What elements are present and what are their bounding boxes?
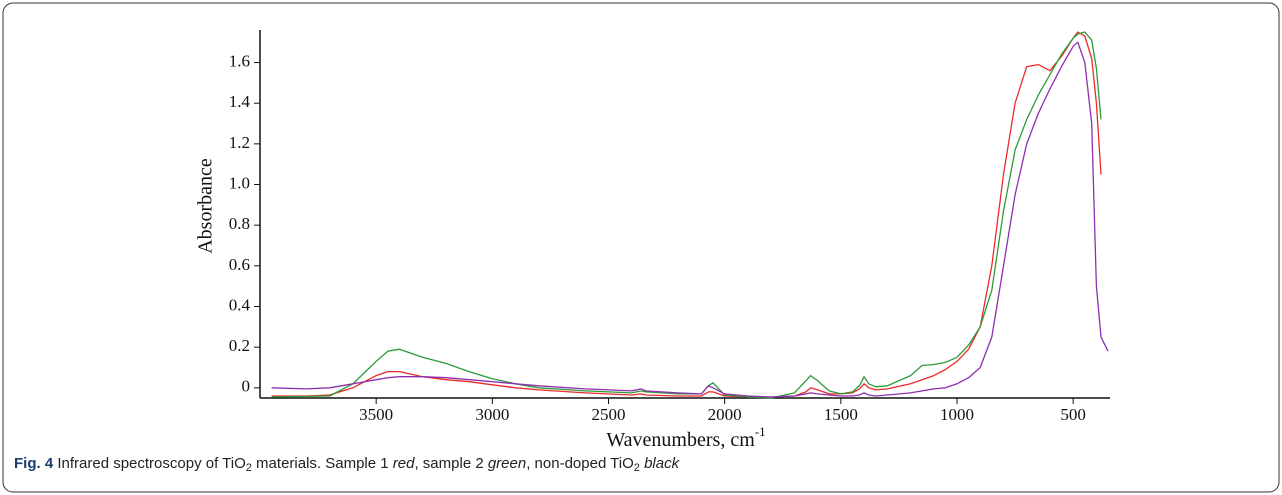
caption-text: materials. Sample 1 <box>252 455 393 472</box>
caption-italic: black <box>644 455 681 472</box>
x-tick-label: 2000 <box>708 405 742 424</box>
spectrum-line <box>271 31 1102 399</box>
caption-italic: green <box>488 455 526 472</box>
caption-text: , non-doped TiO <box>526 455 634 472</box>
spectrum-line <box>271 41 1109 398</box>
y-tick-label: 0.4 <box>229 295 251 314</box>
x-tick-label: 3000 <box>475 405 509 424</box>
caption: Fig. 4 Infrared spectroscopy of TiO2 mat… <box>14 455 681 474</box>
y-tick-label: 0.6 <box>229 255 250 274</box>
x-label-text: Wavenumbers, cm <box>606 429 755 451</box>
y-tick-label: 0.2 <box>229 336 250 355</box>
x-axis-label: Wavenumbers, cm-1 <box>606 424 765 451</box>
caption-sub: 2 <box>246 462 252 474</box>
y-tick-label: 1.2 <box>229 133 250 152</box>
y-tick-label: 0 <box>242 377 251 396</box>
x-tick-label: 3500 <box>359 405 393 424</box>
caption-italic: red <box>393 455 415 472</box>
x-tick-label: 500 <box>1060 405 1086 424</box>
x-tick-label: 1500 <box>824 405 858 424</box>
x-tick-label: 2500 <box>591 405 625 424</box>
caption-label: Fig. 4 <box>14 455 54 472</box>
y-tick-label: 1.0 <box>229 173 250 192</box>
x-label-sup: -1 <box>755 424 766 439</box>
y-axis-label: Absorbance <box>195 158 217 254</box>
caption-sub: 2 <box>634 462 640 474</box>
y-tick-label: 1.4 <box>229 92 251 111</box>
spectrum-line <box>271 31 1102 398</box>
caption-text: Infrared spectroscopy of TiO <box>53 455 246 472</box>
y-tick-label: 1.6 <box>229 51 250 70</box>
y-tick-label: 0.8 <box>229 214 250 233</box>
x-tick-label: 1000 <box>940 405 974 424</box>
caption-text: , sample 2 <box>414 455 487 472</box>
